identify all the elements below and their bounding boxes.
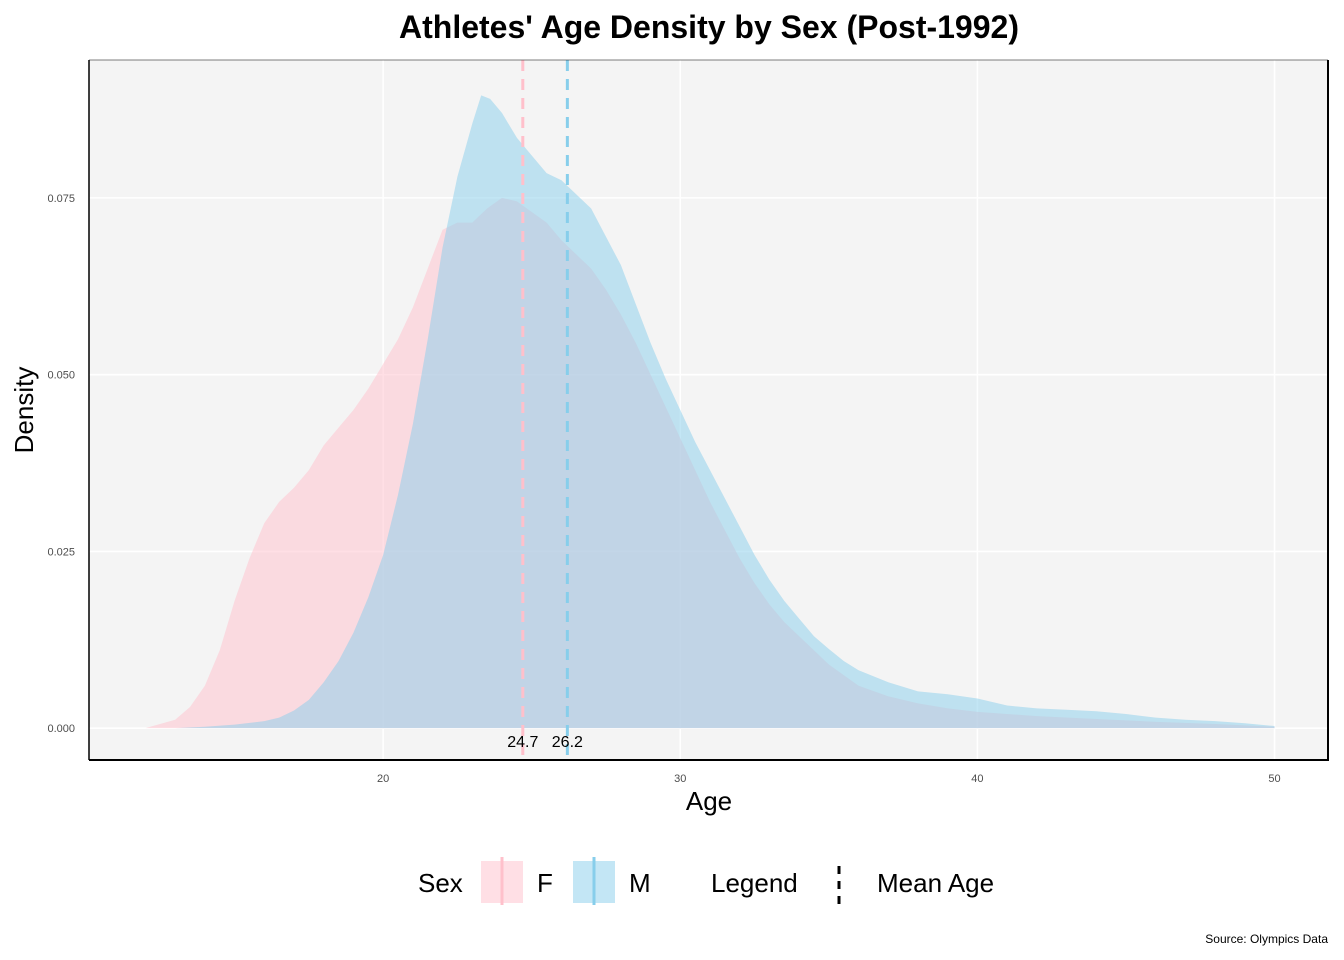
density-area-m bbox=[175, 95, 1275, 729]
y-tick-labels: 0.000 0.025 0.050 0.075 bbox=[47, 193, 75, 735]
y-tick-0.050: 0.050 bbox=[47, 370, 75, 382]
chart-title: Athletes' Age Density by Sex (Post-1992) bbox=[399, 9, 1019, 45]
x-tick-50: 50 bbox=[1268, 773, 1280, 785]
y-axis-title: Density bbox=[9, 367, 39, 454]
y-tick-0.025: 0.025 bbox=[47, 546, 75, 558]
x-tick-labels: 20 30 40 50 bbox=[377, 773, 1281, 785]
x-tick-20: 20 bbox=[377, 773, 389, 785]
mean-label-m: 26.2 bbox=[552, 734, 583, 751]
y-tick-0.000: 0.000 bbox=[47, 723, 75, 735]
legend-label-mean-age: Mean Age bbox=[877, 868, 994, 898]
legend-fill-title: Sex bbox=[418, 868, 463, 898]
x-tick-30: 30 bbox=[674, 773, 686, 785]
legend-label-f: F bbox=[537, 868, 553, 898]
legend: Sex F M Legend Mean Age bbox=[418, 857, 994, 905]
panel-frame bbox=[88, 59, 1329, 761]
density-areas bbox=[145, 95, 1275, 729]
legend-line-title: Legend bbox=[711, 868, 798, 898]
x-axis-title: Age bbox=[686, 786, 732, 816]
mean-label-f: 24.7 bbox=[507, 734, 538, 751]
caption: Source: Olympics Data bbox=[1205, 932, 1328, 946]
x-tick-40: 40 bbox=[971, 773, 983, 785]
y-tick-0.075: 0.075 bbox=[47, 193, 75, 205]
legend-label-m: M bbox=[629, 868, 651, 898]
mean-lines: 24.7 26.2 bbox=[507, 60, 583, 760]
